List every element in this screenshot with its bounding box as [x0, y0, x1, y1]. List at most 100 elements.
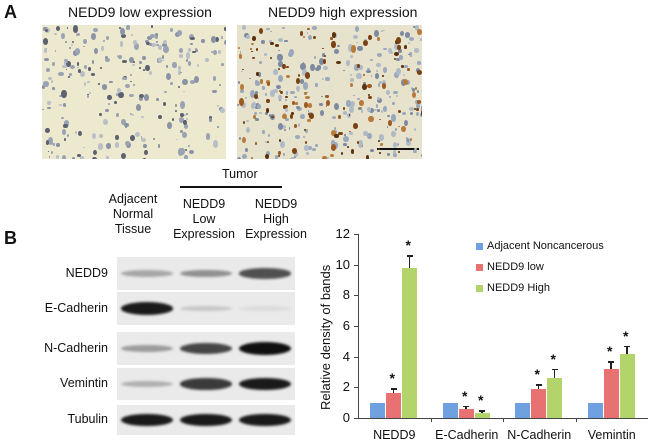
tissue-cell — [190, 42, 193, 45]
tissue-cell — [285, 74, 291, 79]
tissue-cell — [273, 88, 279, 94]
tumor-bracket-line — [180, 186, 282, 188]
tissue-cell — [130, 33, 134, 36]
tissue-cell — [280, 125, 286, 130]
tissue-cell — [51, 143, 54, 145]
error-bar — [537, 384, 540, 389]
tissue-cell — [256, 48, 258, 51]
tissue-cell — [393, 141, 398, 148]
tissue-cell — [285, 90, 289, 95]
tissue-cell — [295, 102, 298, 106]
tissue-cell — [192, 50, 196, 54]
tissue-cell — [66, 61, 71, 68]
tissue-cell — [382, 105, 388, 112]
tissue-cell — [105, 56, 109, 60]
tissue-cell — [383, 47, 387, 51]
tissue-cell — [80, 71, 85, 78]
tissue-cell — [297, 73, 301, 78]
tissue-cell — [380, 142, 383, 146]
legend-item: Adjacent Noncancerous — [476, 240, 604, 252]
tissue-cell — [241, 68, 244, 71]
tissue-cell — [402, 78, 408, 85]
tissue-cell — [338, 131, 343, 136]
tissue-cell — [284, 104, 288, 108]
tissue-cell — [391, 114, 397, 122]
tissue-cell — [348, 131, 354, 135]
significance-star: * — [607, 343, 613, 360]
tissue-cell — [361, 144, 364, 148]
tissue-cell — [180, 101, 186, 109]
tissue-cell — [414, 25, 420, 32]
tissue-cell — [266, 81, 271, 86]
tissue-cell — [61, 128, 67, 135]
tissue-cell — [326, 99, 331, 106]
y-tick — [354, 387, 358, 389]
tissue-cell — [47, 150, 50, 152]
tissue-cell — [417, 28, 422, 35]
tissue-cell — [260, 40, 265, 44]
significance-star: * — [534, 366, 540, 383]
tissue-cell — [178, 86, 181, 89]
tissue-cell — [409, 55, 412, 57]
bar — [370, 402, 385, 418]
tissue-cell — [120, 118, 126, 126]
tissue-cell — [376, 37, 380, 41]
tissue-cell — [308, 112, 311, 116]
tissue-cell — [183, 113, 186, 117]
tissue-cell — [394, 71, 399, 79]
tissue-cell — [295, 85, 301, 92]
tissue-cell — [393, 150, 396, 155]
tissue-cell — [386, 125, 389, 129]
tissue-cell — [382, 74, 384, 77]
tissue-cell — [297, 106, 303, 112]
tissue-cell — [398, 55, 404, 61]
tissue-cell — [151, 43, 156, 47]
tissue-cell — [300, 114, 305, 120]
tissue-cell — [324, 54, 327, 58]
col-head-line: Normal — [112, 207, 154, 221]
tissue-cell — [381, 30, 384, 32]
tissue-cell — [347, 145, 349, 148]
protein-band — [239, 268, 291, 279]
tissue-cell — [238, 53, 242, 59]
tissue-cell — [148, 70, 152, 75]
tissue-cell — [277, 50, 280, 52]
y-tick — [354, 234, 358, 235]
tissue-cell — [367, 96, 372, 99]
tissue-cell — [274, 44, 279, 47]
tissue-cell — [142, 56, 147, 60]
tissue-cell — [413, 48, 420, 53]
tissue-cell — [83, 147, 85, 149]
tissue-cell — [152, 137, 155, 141]
tissue-cell — [155, 36, 159, 40]
legend-label: Adjacent Noncancerous — [487, 240, 604, 252]
y-tick-label: 0 — [342, 410, 350, 425]
tissue-cell — [320, 95, 323, 98]
tissue-cell — [277, 122, 283, 130]
tissue-cell — [216, 126, 220, 129]
blot-row-label: Tubulin — [67, 412, 108, 426]
blot-strip — [117, 405, 295, 435]
error-bar — [626, 345, 628, 354]
tissue-cell — [265, 150, 271, 156]
tissue-cell — [309, 113, 314, 119]
tissue-cell — [51, 87, 56, 90]
tissue-cell — [303, 35, 306, 38]
tissue-cell — [370, 74, 373, 77]
tissue-cell — [109, 80, 113, 84]
tissue-cell — [121, 77, 127, 81]
tissue-cell — [337, 115, 342, 119]
tissue-cell — [99, 134, 103, 138]
legend-label: NEDD9 low — [487, 261, 544, 273]
legend-item: NEDD9 High — [476, 282, 550, 294]
tissue-cell — [170, 81, 174, 85]
tissue-cell — [142, 144, 147, 149]
tissue-cell — [305, 95, 310, 99]
col-head-line: NEDD9 — [254, 197, 298, 211]
x-category-label: Vemintin — [587, 428, 636, 442]
tissue-cell — [374, 29, 379, 37]
tissue-cell — [239, 83, 245, 90]
tissue-cell — [101, 83, 108, 90]
tissue-cell — [208, 117, 212, 123]
tissue-cell — [241, 25, 246, 31]
